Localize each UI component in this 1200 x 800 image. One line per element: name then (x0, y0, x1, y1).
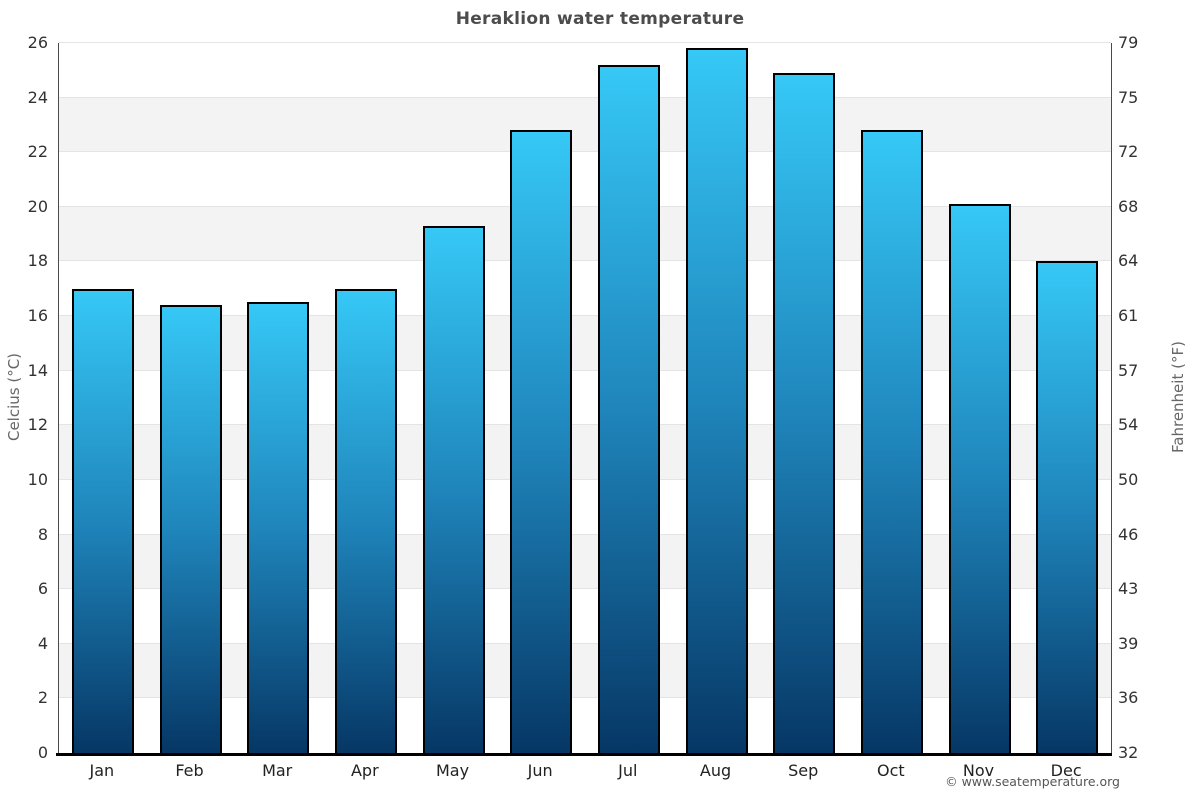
plot-band (59, 316, 1111, 371)
bar-nov (948, 204, 1011, 753)
y-tick-celsius: 10 (27, 469, 48, 489)
plot-area (58, 42, 1112, 754)
x-label-mar: Mar (262, 761, 293, 780)
gridline (59, 642, 1111, 644)
plot-band (59, 425, 1111, 480)
bar-dec (1036, 261, 1099, 753)
y-tick-celsius: 22 (27, 142, 48, 162)
x-label-sep: Sep (788, 761, 819, 780)
gridline (59, 478, 1111, 480)
y-tick-fahrenheit: 61 (1118, 306, 1139, 326)
x-label-jul: Jul (618, 761, 638, 780)
gridline (59, 424, 1111, 426)
gridline (59, 369, 1111, 371)
plot-band (59, 97, 1111, 153)
y-axis-title-celsius: Celcius (°C) (5, 352, 23, 442)
y-tick-fahrenheit: 57 (1118, 360, 1139, 380)
x-label-nov: Nov (962, 761, 995, 780)
x-label-jun: Jun (527, 761, 553, 780)
bar-aug (685, 48, 748, 753)
bar-jul (597, 64, 660, 753)
y-tick-fahrenheit: 50 (1118, 469, 1139, 489)
x-label-apr: Apr (350, 761, 379, 780)
bar-apr (334, 288, 397, 753)
gridline (59, 151, 1111, 153)
x-label-may: May (435, 761, 470, 780)
bar-sep (773, 73, 836, 753)
bar-feb (159, 305, 222, 753)
y-tick-fahrenheit: 36 (1118, 688, 1139, 708)
plot-band (59, 643, 1111, 699)
gridline (59, 260, 1111, 262)
bar-oct (860, 130, 923, 753)
gridline (59, 315, 1111, 317)
y-tick-celsius: 24 (27, 87, 48, 107)
gridline (59, 697, 1111, 699)
y-tick-fahrenheit: 46 (1118, 524, 1139, 544)
y-tick-fahrenheit: 39 (1118, 633, 1139, 653)
x-label-oct: Oct (876, 761, 905, 780)
y-tick-fahrenheit: 68 (1118, 196, 1139, 216)
y-tick-celsius: 14 (27, 360, 48, 380)
plot-band (59, 534, 1111, 590)
y-tick-celsius: 6 (37, 579, 48, 599)
y-tick-celsius: 8 (37, 524, 48, 544)
y-tick-celsius: 2 (37, 688, 48, 708)
x-label-feb: Feb (175, 761, 204, 780)
gridline (59, 42, 1111, 43)
y-tick-fahrenheit: 32 (1118, 743, 1139, 762)
chart-title: Heraklion water temperature (455, 9, 745, 29)
y-tick-fahrenheit: 54 (1118, 415, 1139, 435)
y-tick-celsius: 26 (27, 33, 48, 52)
gridline (59, 533, 1111, 535)
y-tick-fahrenheit: 72 (1118, 142, 1139, 162)
x-label-dec: Dec (1050, 761, 1082, 780)
gridline (59, 588, 1111, 590)
gridline (59, 205, 1111, 207)
y-tick-celsius: 20 (27, 196, 48, 216)
copyright-link[interactable]: © www.seatemperature.org (945, 774, 1120, 789)
y-axis-title-fahrenheit: Fahrenheit (°F) (1169, 341, 1187, 453)
y-tick-celsius: 12 (27, 415, 48, 435)
y-tick-celsius: 0 (37, 743, 48, 762)
x-label-aug: Aug (699, 761, 732, 780)
y-tick-celsius: 18 (27, 251, 48, 271)
bar-mar (247, 302, 310, 753)
y-tick-fahrenheit: 64 (1118, 251, 1139, 271)
bar-may (422, 225, 485, 753)
gridline (59, 96, 1111, 98)
y-tick-fahrenheit: 75 (1118, 87, 1139, 107)
y-tick-celsius: 16 (27, 306, 48, 326)
plot-band (59, 206, 1111, 262)
bar-jan (71, 288, 134, 753)
bar-jun (510, 130, 573, 753)
y-tick-fahrenheit: 43 (1118, 579, 1139, 599)
x-label-jan: Jan (89, 761, 115, 780)
y-tick-fahrenheit: 79 (1118, 33, 1139, 52)
y-tick-celsius: 4 (37, 633, 48, 653)
x-axis-line (56, 753, 1112, 756)
